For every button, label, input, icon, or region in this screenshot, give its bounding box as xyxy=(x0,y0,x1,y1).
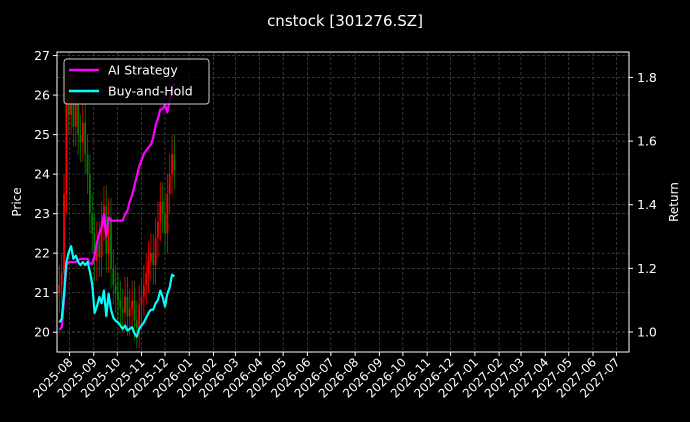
candle-body xyxy=(81,122,84,143)
candle-body xyxy=(126,296,129,317)
y2-tick-label: 1.8 xyxy=(637,70,657,85)
candle-body xyxy=(74,102,77,127)
y-tick-label: 27 xyxy=(34,48,50,63)
y-tick-label: 20 xyxy=(34,325,50,340)
candle-body xyxy=(157,221,159,238)
candle-body xyxy=(138,304,141,329)
candle-body xyxy=(60,272,63,285)
candle-body xyxy=(121,308,124,313)
candle-body xyxy=(168,174,171,194)
y2-tick-label: 1.4 xyxy=(637,197,657,212)
candle-body xyxy=(84,122,87,155)
candle-body xyxy=(112,268,115,285)
candle-body xyxy=(107,217,110,254)
candle-body xyxy=(154,237,157,266)
plot-frame xyxy=(56,51,630,353)
y-tick-label: 22 xyxy=(34,246,50,261)
candle-body xyxy=(145,272,148,285)
legend-label-buy-and-hold: Buy-and-Hold xyxy=(108,84,193,99)
candle-body xyxy=(88,174,91,214)
candle-body xyxy=(142,284,145,297)
series-lines xyxy=(58,83,176,338)
y-tick-label: 24 xyxy=(34,167,50,182)
candle-body xyxy=(159,201,162,222)
candle-body xyxy=(91,213,94,234)
legend-label-ai-strategy: AI Strategy xyxy=(108,63,178,78)
y-tick-label: 21 xyxy=(34,285,50,300)
candle-body xyxy=(114,284,117,293)
candle-body xyxy=(147,261,150,273)
y2-tick-label: 1.2 xyxy=(637,261,657,276)
y-axis-left: 20 21 22 23 24 25 26 27 xyxy=(34,48,57,340)
series-line-buy-and-hold xyxy=(58,245,176,338)
y-tick-label: 25 xyxy=(34,127,50,142)
candle-body xyxy=(86,154,89,175)
candle-body xyxy=(117,292,119,301)
candle-body xyxy=(128,308,131,317)
candle-body xyxy=(166,193,169,234)
candle-body xyxy=(63,193,65,273)
candle-body xyxy=(152,253,155,266)
candle-body xyxy=(58,284,61,293)
candle-body xyxy=(110,217,112,269)
candle-body xyxy=(65,95,68,194)
y-axis-label: Price xyxy=(10,187,24,216)
y-tick-label: 26 xyxy=(34,88,50,103)
candle-body xyxy=(67,95,70,115)
candle-body xyxy=(164,213,166,234)
candle-body xyxy=(133,300,136,321)
candle-body xyxy=(149,253,152,262)
candle-body xyxy=(124,296,126,313)
y-tick-label: 23 xyxy=(34,206,50,221)
candle-body xyxy=(135,320,138,329)
candle-body xyxy=(70,95,72,115)
candle-body xyxy=(161,201,164,214)
candle-body xyxy=(98,241,101,258)
candlesticks xyxy=(58,71,176,349)
candle-body xyxy=(79,134,82,143)
legend: AI Strategy Buy-and-Hold xyxy=(63,58,210,105)
candle-body xyxy=(140,296,143,305)
y2-tick-label: 1.6 xyxy=(637,134,657,149)
candle-body xyxy=(173,154,176,171)
candle-body xyxy=(131,300,134,309)
y-axis-right: 1.0 1.2 1.4 1.6 1.8 xyxy=(629,70,657,339)
candle-body xyxy=(119,300,122,309)
candle-body xyxy=(77,102,80,135)
chart-title: cnstock [301276.SZ] xyxy=(267,12,423,30)
candle-body xyxy=(171,154,173,175)
candle-body xyxy=(96,241,98,262)
candle-body xyxy=(93,233,96,262)
y2-axis-label: Return xyxy=(667,182,681,222)
candle-body xyxy=(72,95,75,127)
x-axis: 2025-082025-092025-102025-112025-122026-… xyxy=(30,352,623,401)
candle-body xyxy=(100,221,103,258)
y2-tick-label: 1.0 xyxy=(637,324,657,339)
legend-box xyxy=(63,58,210,105)
